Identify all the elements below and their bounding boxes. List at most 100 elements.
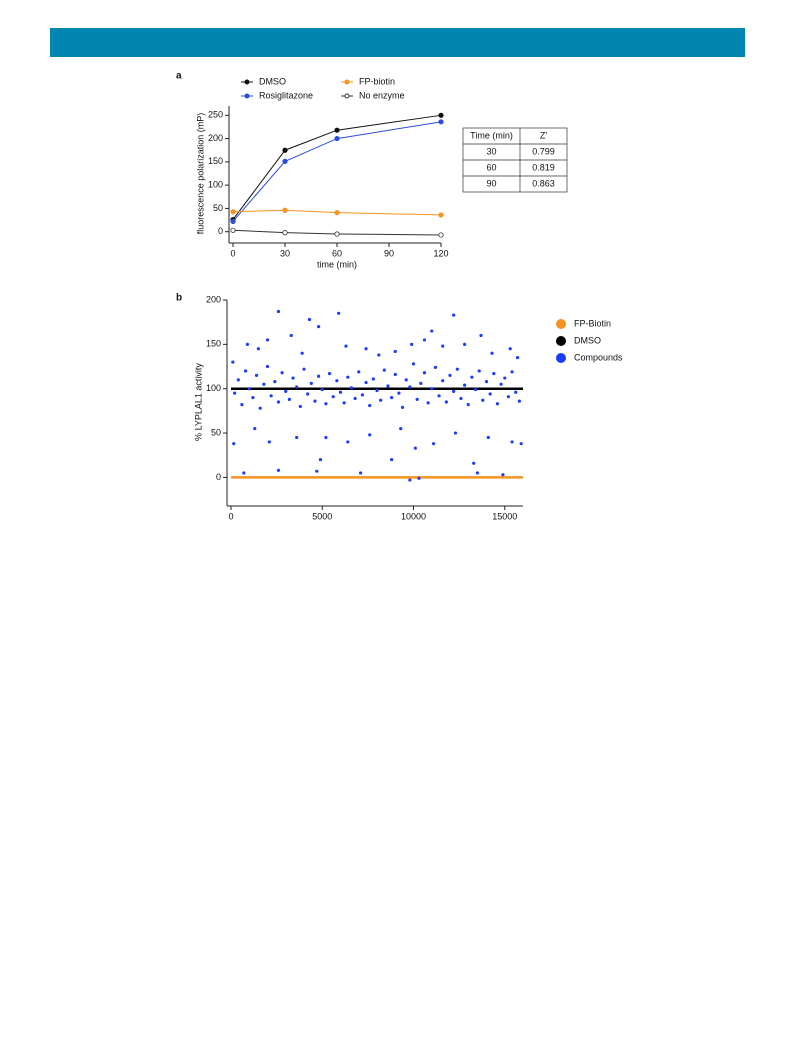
data-point (245, 342, 250, 346)
x-tick-label: 120 (433, 248, 448, 258)
data-point (334, 210, 340, 216)
y-tick-label: 100 (208, 180, 223, 190)
legend-label: DMSO (574, 335, 601, 345)
table-header: Z' (540, 130, 547, 140)
data-point (472, 461, 476, 465)
data-point (438, 232, 444, 238)
data-point (411, 362, 416, 366)
legend-marker (556, 319, 566, 329)
data-point (438, 119, 444, 125)
data-point (331, 395, 335, 399)
x-tick-label: 5000 (312, 511, 332, 521)
data-point (441, 379, 445, 383)
data-point (337, 311, 341, 315)
data-point (510, 370, 514, 374)
data-point (287, 397, 291, 401)
data-point (236, 378, 240, 382)
data-point (492, 372, 496, 376)
table-cell: 60 (486, 162, 496, 172)
data-point (390, 395, 394, 400)
x-tick-label: 10000 (401, 511, 426, 521)
x-tick-label: 30 (280, 248, 290, 258)
data-point (470, 375, 474, 379)
y-tick-label: 150 (208, 156, 223, 166)
legend-label: Compounds (574, 352, 623, 362)
data-point (307, 317, 312, 322)
data-point (327, 372, 332, 376)
data-point (334, 135, 340, 142)
data-point (444, 400, 448, 404)
y-tick-label: 200 (206, 294, 221, 304)
legend-marker (556, 353, 566, 363)
data-point (508, 347, 512, 351)
data-point (463, 342, 467, 346)
data-point (452, 313, 456, 317)
data-point (253, 427, 257, 431)
y-tick-label: 50 (211, 427, 221, 437)
data-point (515, 356, 520, 360)
y-tick-label: 200 (208, 133, 223, 143)
data-point (231, 360, 235, 364)
data-point (346, 375, 350, 379)
data-point (477, 369, 481, 373)
y-tick-label: 100 (206, 383, 221, 393)
data-point (438, 112, 444, 118)
legend-marker (556, 336, 566, 346)
data-point (357, 370, 361, 374)
data-point (320, 387, 324, 392)
data-point (479, 333, 483, 338)
data-point (415, 397, 419, 401)
data-point (404, 378, 408, 382)
table-cell: 0.819 (532, 162, 555, 172)
data-point (501, 473, 505, 477)
data-point (517, 399, 521, 403)
data-point (280, 371, 284, 375)
data-point (475, 471, 479, 475)
data-line (232, 114, 442, 220)
data-point (300, 351, 304, 355)
legend-marker (344, 79, 350, 85)
data-point (408, 385, 412, 389)
legend-label: FP-Biotin (574, 318, 611, 328)
data-point (377, 353, 381, 357)
data-point (488, 392, 492, 396)
data-point (302, 367, 306, 371)
y-axis-label: fluorescence polarization (mP) (195, 113, 205, 235)
legend-marker (344, 93, 350, 99)
data-point (495, 402, 500, 406)
data-point (448, 373, 452, 377)
data-point (452, 389, 456, 393)
data-point (298, 404, 302, 409)
data-point (419, 381, 423, 385)
data-point (519, 442, 523, 446)
data-point (318, 458, 323, 462)
data-point (463, 383, 467, 387)
data-point (230, 209, 236, 215)
legend-label: FP-biotin (359, 76, 395, 86)
legend-marker (244, 79, 250, 85)
y-tick-label: 50 (213, 203, 223, 213)
data-point (382, 368, 386, 372)
data-point (390, 458, 394, 462)
data-point (481, 398, 485, 402)
table-cell: 0.863 (532, 178, 555, 188)
data-point (324, 402, 328, 406)
data-point (346, 440, 350, 444)
data-point (230, 227, 236, 233)
data-point (276, 468, 281, 472)
x-tick-label: 0 (228, 511, 233, 521)
data-point (324, 435, 328, 440)
data-point (251, 395, 255, 400)
data-point (269, 394, 273, 398)
data-point (254, 373, 259, 377)
data-point (393, 372, 397, 377)
data-point (503, 376, 507, 380)
data-point (422, 371, 427, 375)
data-point (426, 401, 430, 405)
legend-label: DMSO (259, 76, 286, 86)
data-point (473, 387, 478, 392)
panel-label: b (176, 293, 182, 304)
data-point (309, 381, 313, 385)
data-point (313, 399, 317, 403)
